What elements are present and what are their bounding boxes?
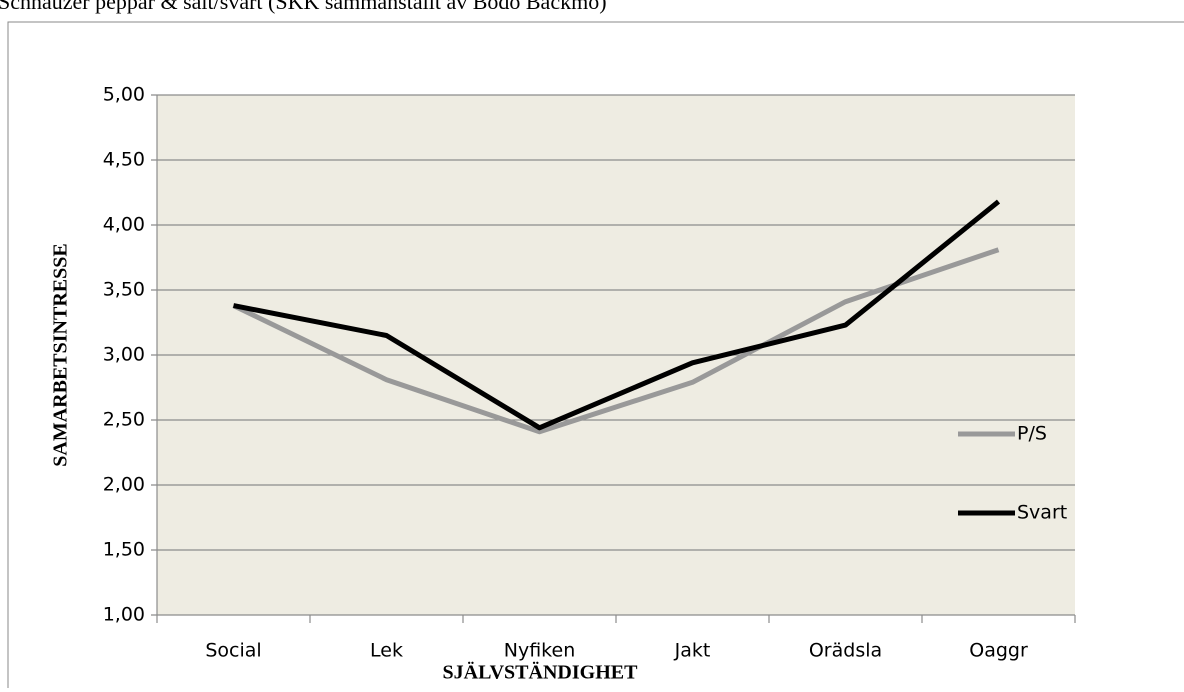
x-tick-label: Oaggr bbox=[969, 640, 1028, 662]
data-line bbox=[233, 199, 1001, 431]
y-tick-label: 5,00 bbox=[103, 84, 145, 106]
legend-label: Svart bbox=[1017, 502, 1067, 524]
y-tick-label: 3,00 bbox=[103, 344, 145, 366]
y-tick-label: 4,50 bbox=[103, 149, 145, 171]
x-tick-label: Jakt bbox=[674, 640, 711, 662]
y-tick-label: 2,00 bbox=[103, 474, 145, 496]
y-tick-label: 4,00 bbox=[103, 214, 145, 236]
legend-label: P/S bbox=[1017, 423, 1047, 445]
y-tick-label: 3,50 bbox=[103, 279, 145, 301]
y-tick-label: 1,00 bbox=[103, 604, 145, 626]
x-tick-label: Social bbox=[205, 640, 261, 662]
x-tick-label: Orädsla bbox=[809, 640, 882, 662]
x-axis-title: SJÄLVSTÄNDIGHET bbox=[443, 661, 639, 684]
y-axis-title: SAMARBETSINTRESSE bbox=[50, 243, 72, 466]
data-line bbox=[232, 247, 1000, 435]
x-tick-label: Lek bbox=[370, 640, 403, 662]
y-tick-label: 1,50 bbox=[103, 539, 145, 561]
chart-title: Schnauzer peppar & salt/svart (SKK samma… bbox=[0, 0, 607, 14]
y-tick-label: 2,50 bbox=[103, 409, 145, 431]
x-tick-label: Nyfiken bbox=[504, 640, 575, 662]
